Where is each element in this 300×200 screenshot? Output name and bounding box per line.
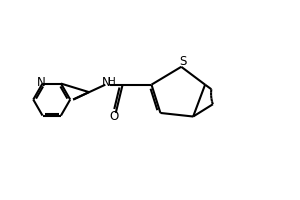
- Text: O: O: [110, 110, 119, 123]
- Text: N: N: [37, 76, 46, 89]
- Text: S: S: [179, 55, 186, 68]
- Text: H: H: [108, 77, 116, 87]
- Text: N: N: [102, 76, 110, 89]
